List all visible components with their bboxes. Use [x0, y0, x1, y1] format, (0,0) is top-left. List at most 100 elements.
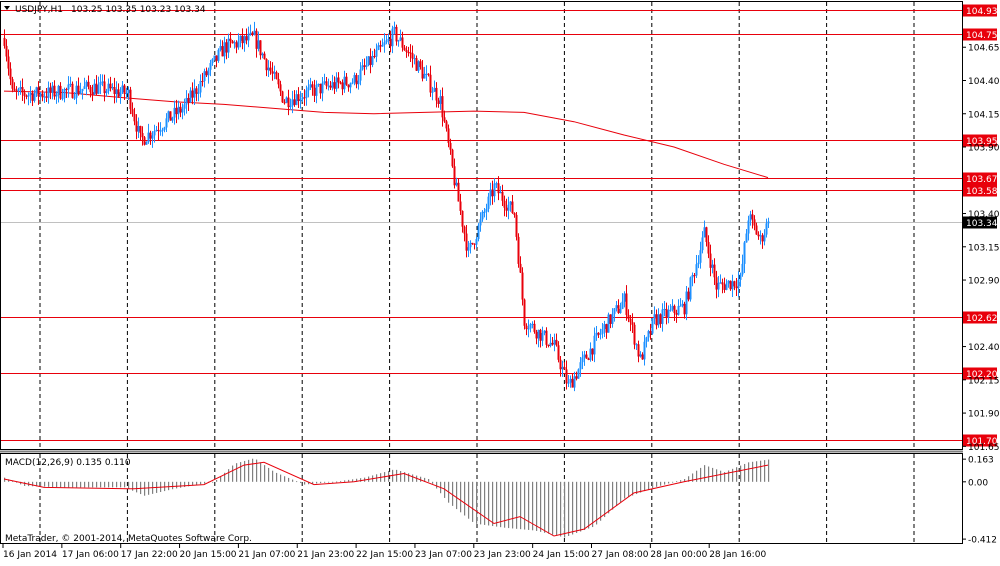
- candle-body: [33, 93, 36, 101]
- candle-body: [607, 314, 610, 333]
- macd-histogram-bar: [636, 481, 638, 495]
- macd-tick-label: -0.412: [968, 536, 997, 546]
- candle-body: [383, 42, 386, 45]
- candle-body: [749, 214, 752, 221]
- candle-body: [735, 286, 738, 289]
- macd-histogram-bar: [184, 481, 186, 488]
- candle-body: [105, 91, 108, 94]
- candle-body: [691, 275, 694, 278]
- macd-histogram-bar: [680, 480, 682, 482]
- candle-body: [307, 87, 310, 91]
- candle-body: [511, 201, 514, 214]
- candle-body: [609, 314, 612, 324]
- candle-body: [271, 71, 274, 74]
- macd-histogram-bar: [556, 481, 558, 536]
- candle-body: [277, 78, 280, 85]
- candle-body: [385, 40, 388, 43]
- candle-body: [643, 341, 646, 360]
- candle-body: [449, 142, 452, 150]
- candle-body: [315, 84, 318, 96]
- candle-body: [213, 55, 216, 60]
- candle-body: [217, 49, 220, 61]
- time-tick-label: 28 Jan 00:00: [650, 550, 707, 560]
- candle-body: [465, 233, 468, 251]
- candle-body: [727, 280, 730, 284]
- candle-body: [679, 305, 682, 307]
- time-tick-label: 21 Jan 07:00: [238, 550, 295, 560]
- candle-body: [593, 335, 596, 355]
- candle-body: [205, 71, 208, 76]
- candle-body: [359, 69, 362, 81]
- macd-histogram-bar: [568, 481, 570, 536]
- candle-body: [355, 75, 358, 85]
- macd-histogram-bar: [740, 465, 742, 482]
- macd-histogram-bar: [444, 481, 446, 498]
- candle-body: [457, 182, 460, 202]
- time-tick-label: 23 Jan 23:00: [474, 550, 531, 560]
- macd-histogram-bar: [436, 481, 438, 489]
- macd-histogram-bar: [216, 480, 218, 482]
- dropdown-triangle-icon[interactable]: [4, 6, 10, 10]
- candle-body: [441, 96, 444, 118]
- candle-body: [475, 239, 478, 245]
- macd-histogram-bar: [168, 481, 170, 491]
- candle-body: [53, 85, 56, 97]
- macd-histogram-bar: [692, 473, 694, 482]
- time-tick-label: 20 Jan 15:00: [180, 550, 237, 560]
- macd-histogram-bar: [512, 481, 514, 529]
- macd-histogram-bar: [720, 470, 722, 482]
- candle-body: [403, 47, 406, 51]
- candle-body: [463, 226, 466, 234]
- candle-body: [263, 53, 266, 60]
- macd-histogram-bar: [120, 481, 122, 488]
- candle-body: [589, 348, 592, 360]
- candle-body: [549, 342, 552, 347]
- candle-body: [605, 324, 608, 333]
- macd-histogram-bar: [572, 481, 574, 535]
- candle-body: [139, 125, 142, 134]
- candle-body: [651, 318, 654, 334]
- candle-body: [229, 38, 232, 41]
- candle-body: [627, 314, 630, 319]
- candle-body: [41, 93, 44, 98]
- candle-body: [117, 89, 120, 97]
- macd-histogram-bar: [56, 481, 58, 488]
- level-tag-label: 102.62: [966, 314, 998, 324]
- candle-body: [711, 264, 714, 268]
- candle-body: [641, 354, 644, 360]
- candle-body: [363, 65, 366, 67]
- candle-body: [151, 135, 154, 139]
- candle-body: [199, 80, 202, 93]
- candle-body: [369, 56, 372, 65]
- level-tag-label: 103.95: [966, 137, 998, 147]
- candle-body: [311, 84, 314, 88]
- candle-body: [145, 142, 148, 145]
- macd-histogram-bar: [516, 481, 518, 529]
- candle-body: [767, 221, 770, 224]
- time-tick-label: 17 Jan 06:00: [62, 550, 119, 560]
- candle-body: [175, 107, 178, 115]
- macd-histogram-bar: [496, 481, 498, 527]
- candle-body: [591, 348, 594, 355]
- candle-body: [289, 105, 292, 108]
- macd-histogram-bar: [560, 481, 562, 537]
- candle-body: [3, 37, 6, 46]
- candle-body: [757, 234, 760, 237]
- macd-histogram-bar: [468, 481, 470, 519]
- candle-body: [11, 79, 14, 89]
- candle-body: [269, 67, 272, 72]
- candle-body: [71, 83, 74, 98]
- candle-body: [155, 129, 158, 132]
- candle-body: [543, 330, 546, 333]
- candle-body: [393, 26, 396, 29]
- candle-body: [75, 85, 78, 98]
- candle-body: [689, 277, 692, 300]
- macd-histogram-bar: [220, 476, 222, 482]
- candle-body: [705, 227, 708, 243]
- candle-body: [255, 30, 258, 49]
- level-tag-box: [963, 311, 997, 324]
- candle-body: [67, 84, 70, 90]
- macd-tick-label: 0.00: [968, 478, 988, 488]
- candle-body: [107, 83, 110, 92]
